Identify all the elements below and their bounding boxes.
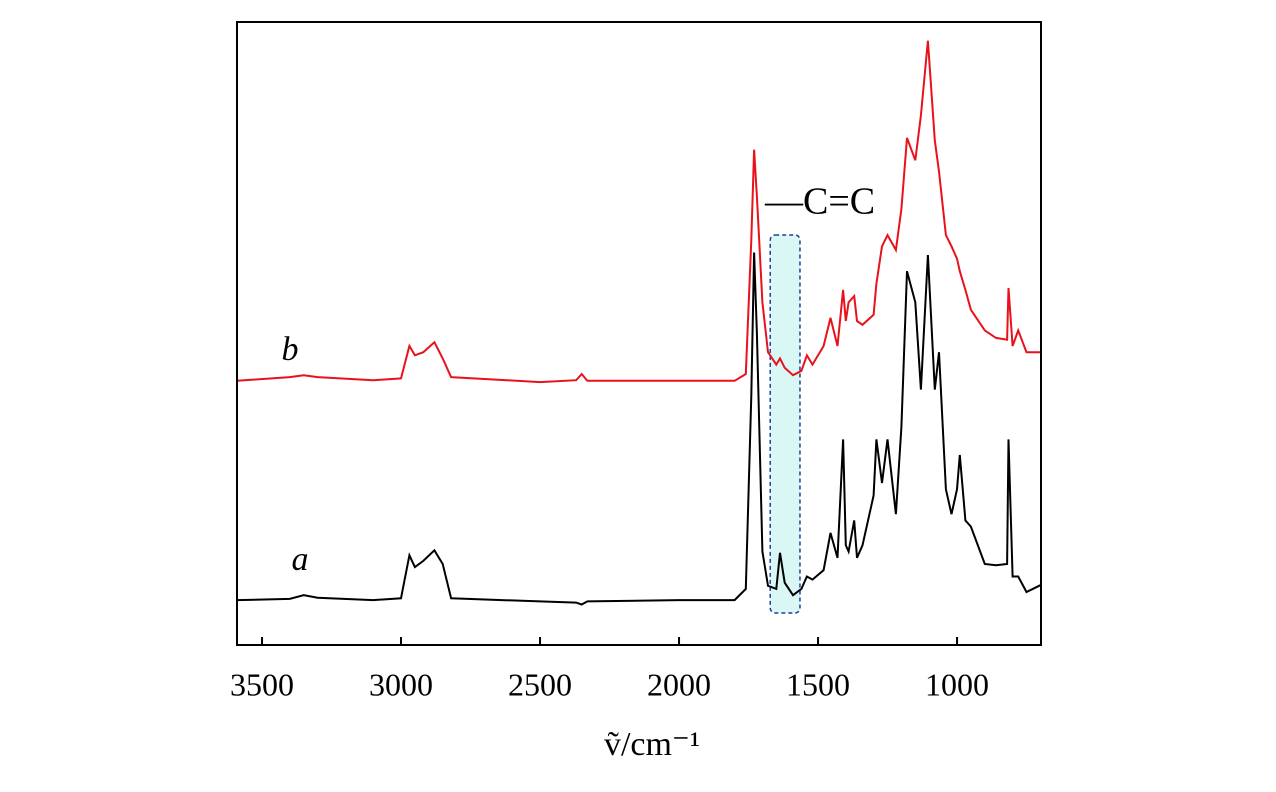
spectrum-line bbox=[236, 40, 1041, 384]
plot-frame bbox=[236, 21, 1042, 646]
x-tick-label: 1000 bbox=[925, 666, 989, 702]
x-tick-label: 3500 bbox=[230, 666, 294, 702]
series-label: a bbox=[292, 541, 309, 578]
annotation: —C=C bbox=[764, 181, 875, 223]
x-tick-label: 1500 bbox=[786, 666, 850, 702]
series-label: b bbox=[282, 331, 299, 368]
x-axis-label: ṽ/cm⁻¹ bbox=[604, 726, 700, 763]
highlight-region bbox=[769, 234, 801, 614]
x-tick-label: 3000 bbox=[369, 666, 433, 702]
x-tick-label: 2000 bbox=[647, 666, 711, 702]
x-tick-label: 2500 bbox=[508, 666, 572, 702]
spectrum-line bbox=[236, 252, 1041, 606]
